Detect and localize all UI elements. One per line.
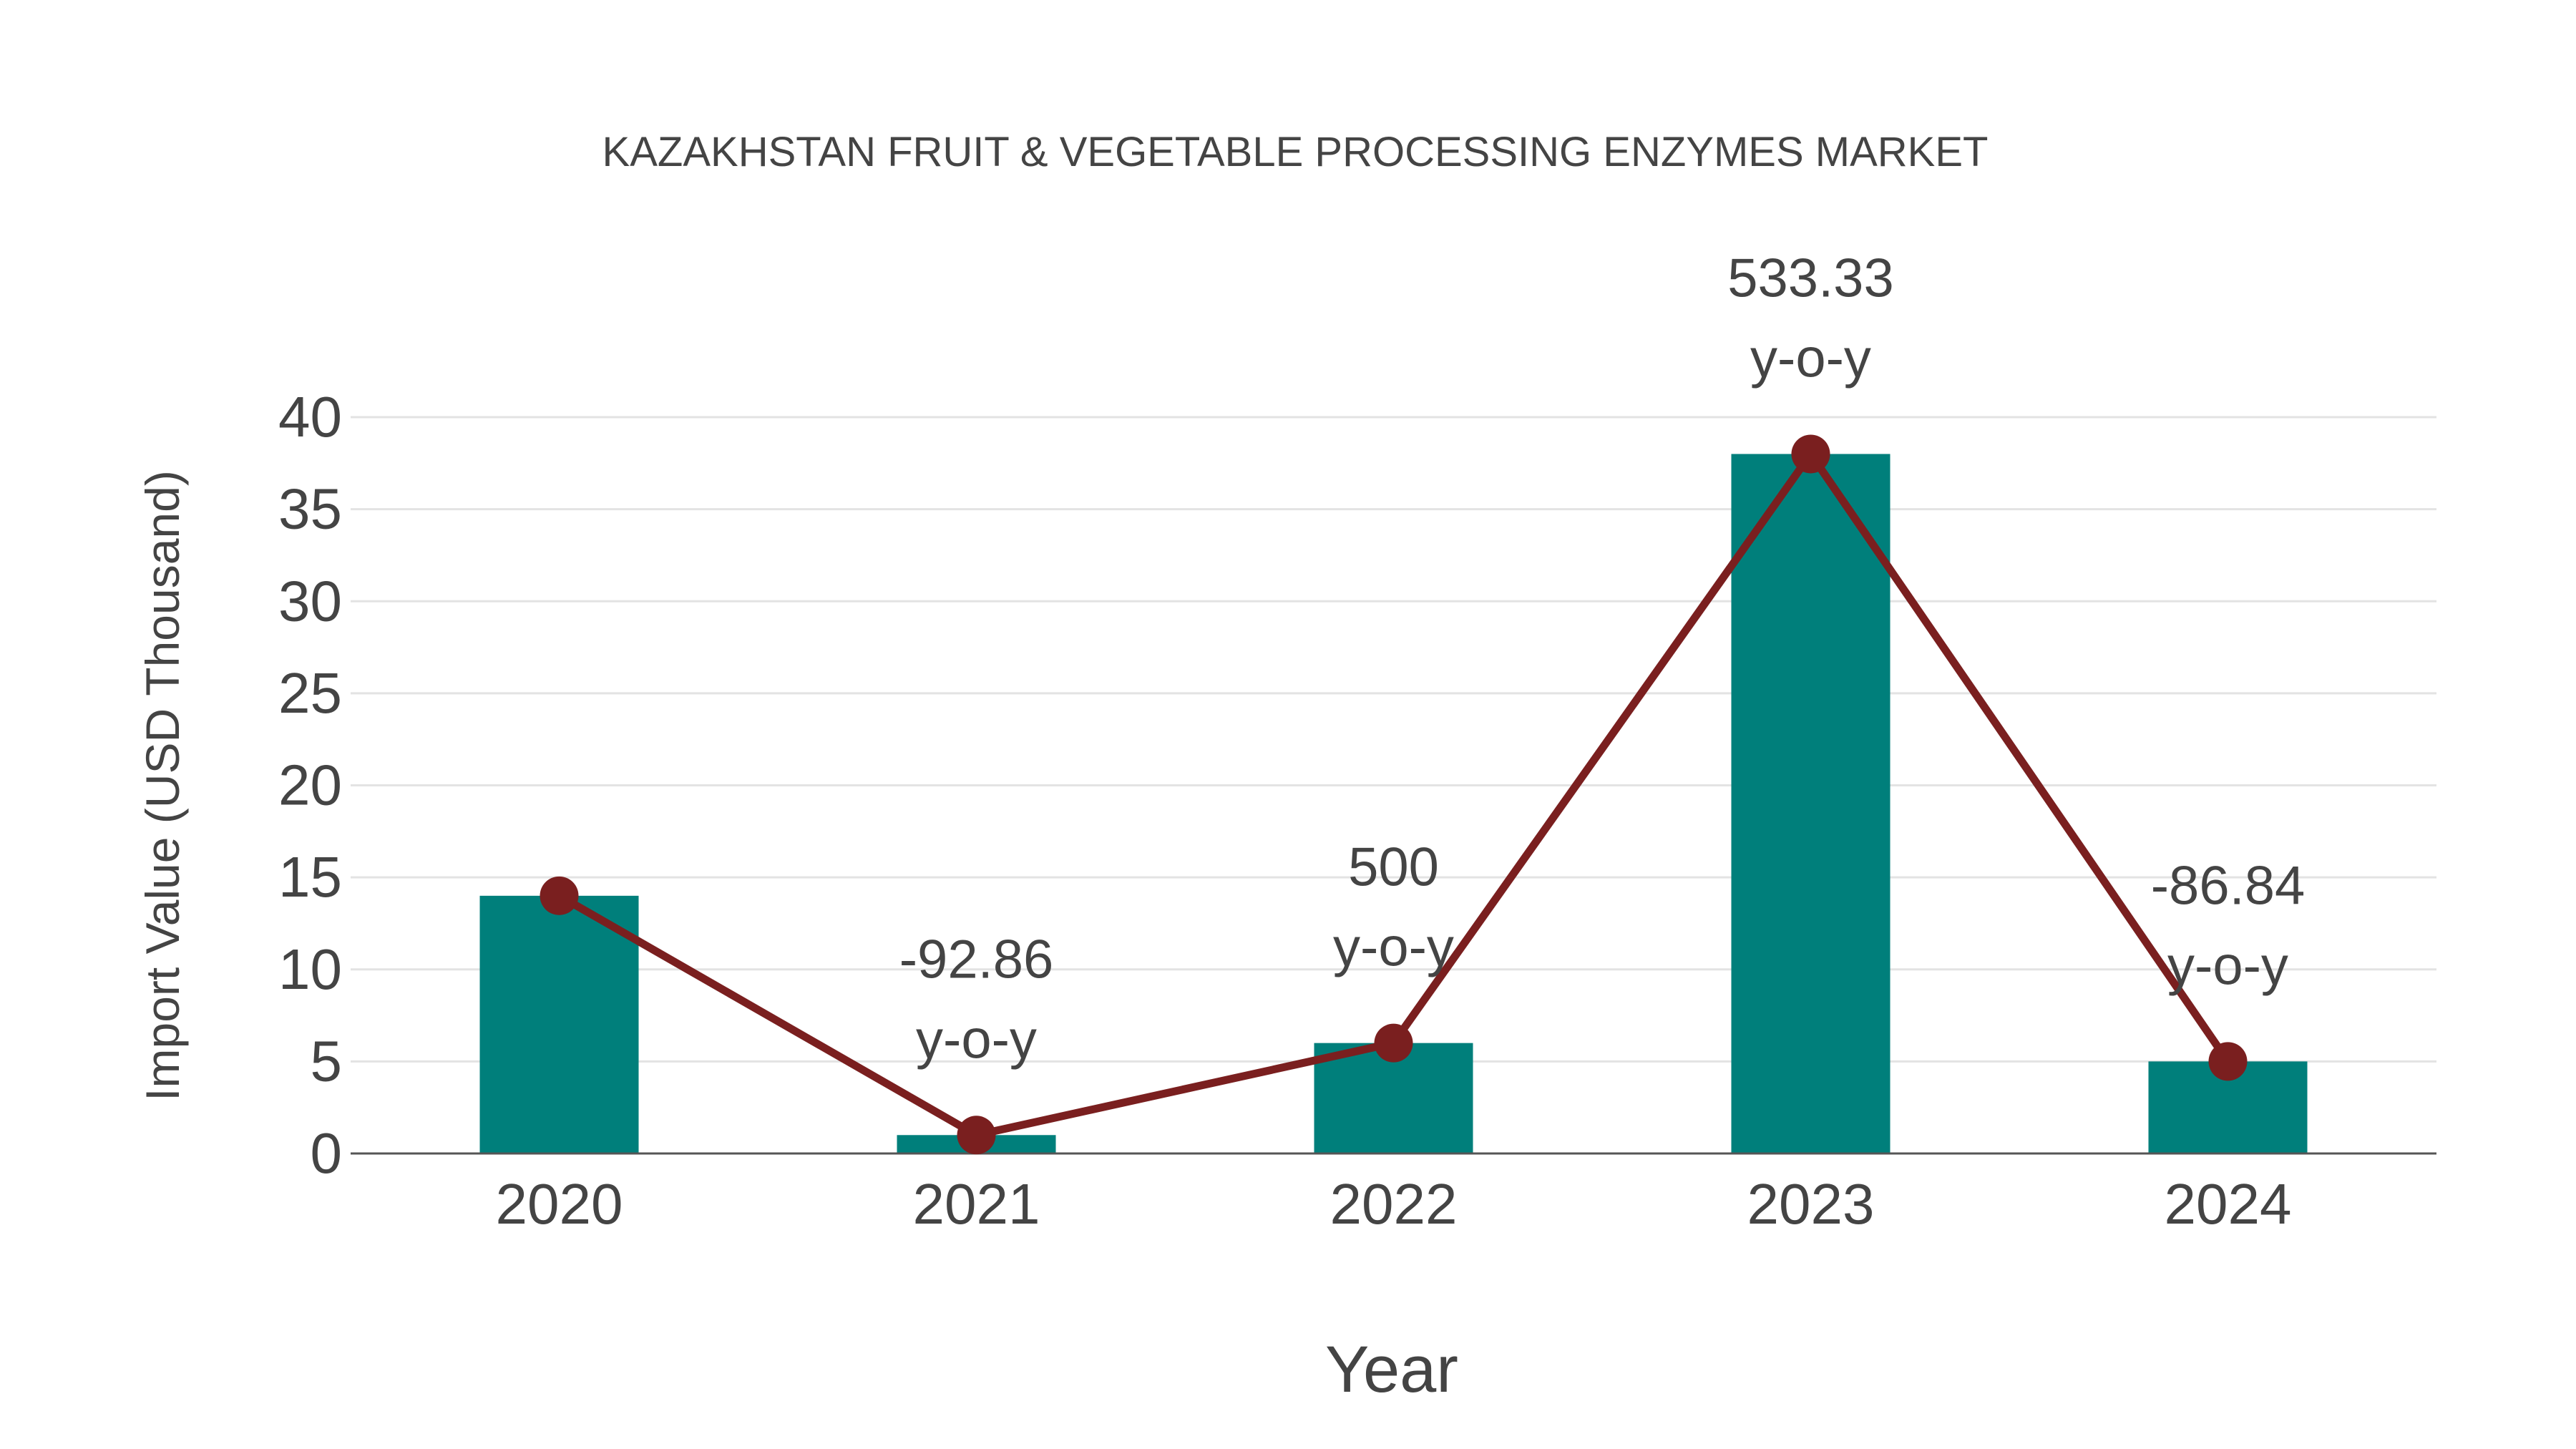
trend-point-2024: [2208, 1042, 2248, 1081]
y-tick-labels: 0 5 10 15 20 25 30 35 40: [278, 385, 342, 1185]
y-tick-label: 30: [278, 569, 342, 633]
trend-point-2022: [1374, 1023, 1413, 1063]
annotation-value: 533.33: [1727, 248, 1893, 308]
y-tick-label: 35: [278, 477, 342, 541]
x-tick-label: 2021: [913, 1172, 1040, 1236]
annotation-value: -92.86: [899, 929, 1054, 990]
y-tick-label: 40: [278, 385, 342, 449]
x-tick-label: 2022: [1330, 1172, 1458, 1236]
x-axis-title: Year: [1325, 1333, 1458, 1406]
annotation-suffix: y-o-y: [916, 1009, 1037, 1070]
bar-2023: [1731, 454, 1890, 1153]
annotation-value: 500: [1348, 837, 1439, 898]
annotations: -92.86 y-o-y 500 y-o-y 533.33 y-o-y -86.84 y-o-…: [899, 248, 2306, 1070]
y-tick-label: 20: [278, 753, 342, 817]
y-tick-label: 0: [311, 1121, 343, 1185]
x-tick-labels: 2020 2021 2022 2023 2024: [496, 1172, 2292, 1236]
y-tick-label: 5: [311, 1029, 343, 1093]
annotation-suffix: y-o-y: [2167, 935, 2288, 996]
bar-2020: [479, 895, 639, 1153]
gridlines: [351, 416, 2436, 1063]
trend-point-2020: [540, 876, 579, 915]
trend-line-group: [540, 434, 2248, 1155]
trend-point-2021: [957, 1116, 996, 1155]
x-tick-label: 2023: [1747, 1172, 1875, 1236]
y-tick-label: 15: [278, 845, 342, 909]
y-axis-title: Import Value (USD Thousand): [136, 470, 189, 1101]
annotation-value: -86.84: [2151, 855, 2306, 916]
y-tick-label: 25: [278, 661, 342, 725]
annotation-suffix: y-o-y: [1750, 328, 1871, 389]
chart-title: KAZAKHSTAN FRUIT & VEGETABLE PROCESSING …: [602, 129, 1989, 175]
y-tick-label: 10: [278, 937, 342, 1001]
trend-point-2023: [1791, 434, 1830, 474]
x-tick-label: 2020: [496, 1172, 623, 1236]
x-tick-label: 2024: [2165, 1172, 2292, 1236]
annotation-suffix: y-o-y: [1333, 917, 1454, 978]
